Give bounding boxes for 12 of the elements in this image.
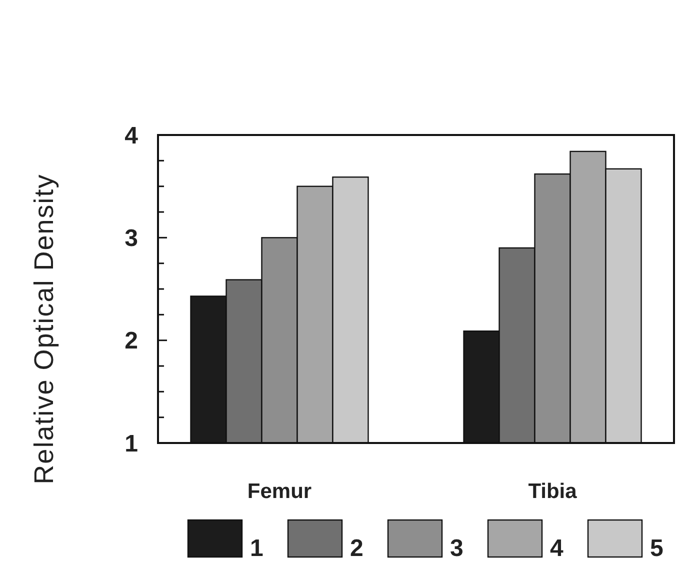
x-tick-label: Femur xyxy=(247,480,312,503)
legend-label: 3 xyxy=(450,535,464,562)
y-tick-label: 4 xyxy=(124,122,139,150)
legend-label: 1 xyxy=(250,535,264,562)
y-tick-label: 2 xyxy=(124,328,138,355)
y-axis-title: Relative Optical Density xyxy=(29,174,59,484)
legend-label: 2 xyxy=(350,535,364,562)
y-tick-label: 1 xyxy=(124,430,138,458)
legend-label: 5 xyxy=(650,535,664,562)
y-tick-label: 3 xyxy=(124,225,138,252)
legend-label: 4 xyxy=(550,535,564,562)
x-tick-label: Tibia xyxy=(528,480,578,503)
